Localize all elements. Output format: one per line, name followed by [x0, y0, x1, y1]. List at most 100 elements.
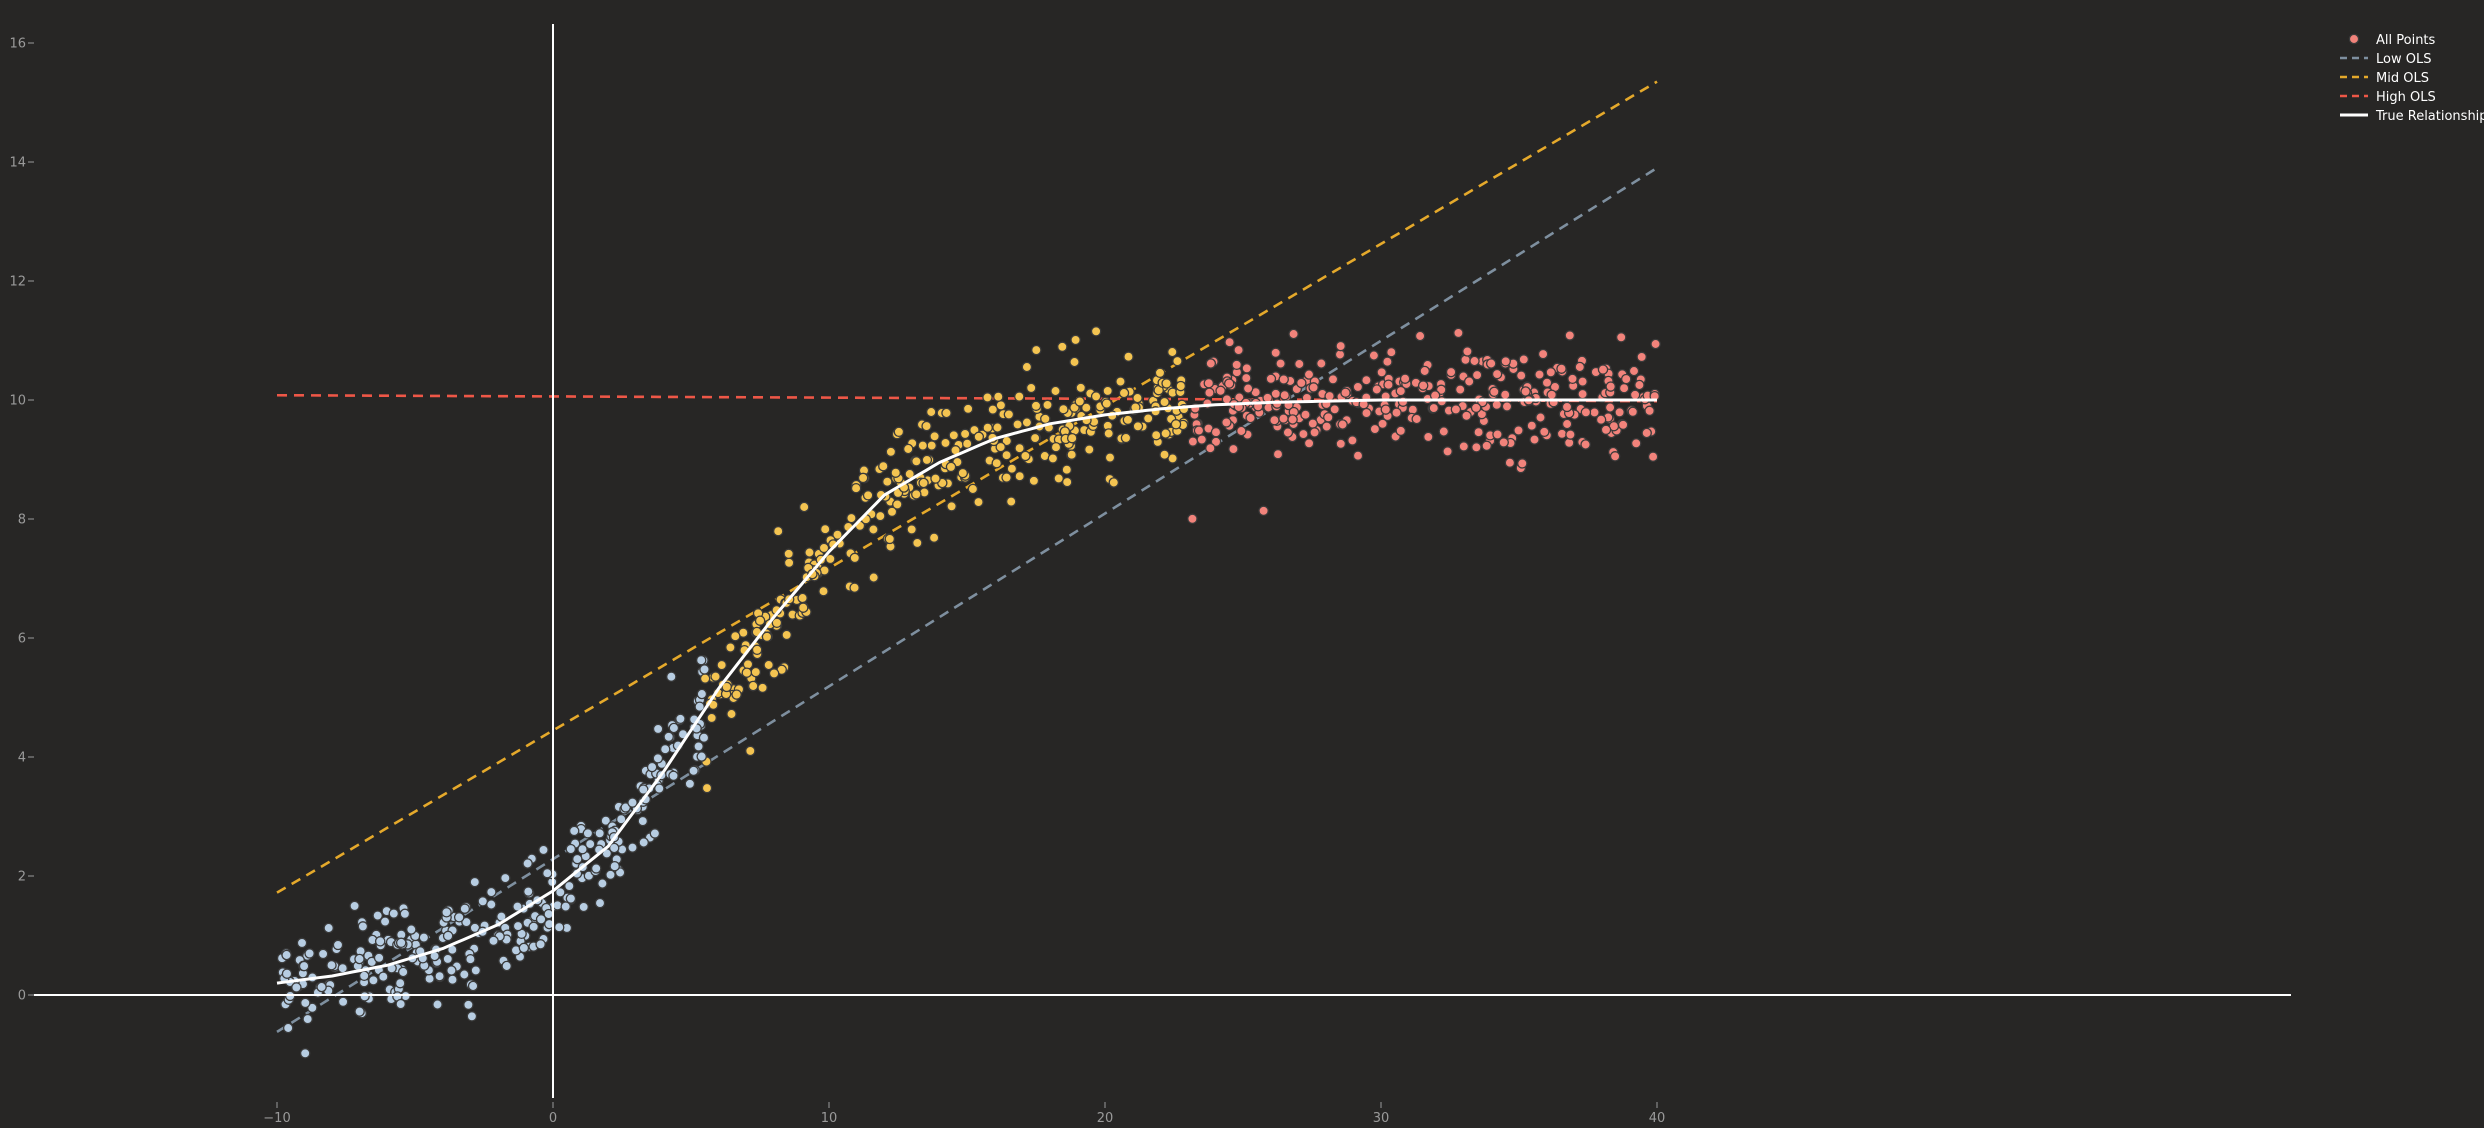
data-point — [1101, 398, 1112, 409]
data-point — [1142, 413, 1154, 424]
data-point — [1595, 414, 1607, 425]
data-point — [1075, 382, 1087, 394]
data-point — [699, 673, 711, 684]
data-point — [698, 732, 710, 743]
data-point — [1102, 385, 1113, 397]
data-point — [1361, 407, 1372, 419]
data-point — [1618, 382, 1630, 394]
data-point — [394, 977, 406, 989]
data-point — [337, 996, 349, 1008]
data-point — [1161, 378, 1172, 389]
data-point — [1279, 389, 1290, 401]
tick-labels: −10 0 10 20 30 40 0 2 4 6 8 10 12 14 16 — [9, 37, 1665, 1127]
data-point — [1090, 326, 1102, 337]
data-point — [1337, 419, 1348, 430]
data-point — [459, 903, 471, 914]
data-point — [1175, 380, 1187, 392]
data-point — [1167, 346, 1178, 358]
data-point — [1614, 407, 1625, 418]
data-point — [1132, 421, 1144, 432]
data-point — [446, 965, 457, 976]
data-point — [316, 981, 327, 993]
data-point — [1159, 449, 1170, 460]
data-point — [1120, 432, 1132, 444]
data-point — [518, 942, 530, 954]
data-point — [1417, 380, 1429, 391]
data-point — [298, 960, 310, 972]
data-point — [1303, 369, 1315, 380]
data-point — [921, 454, 933, 466]
data-point — [1597, 364, 1609, 375]
data-point — [1021, 417, 1033, 428]
data-point — [993, 391, 1004, 402]
data-point — [945, 461, 957, 473]
data-point — [1231, 359, 1242, 371]
data-point — [973, 431, 985, 443]
data-point — [726, 708, 737, 720]
data-point — [553, 921, 565, 933]
data-point — [281, 949, 292, 961]
data-point — [693, 741, 704, 752]
data-point — [535, 939, 546, 950]
data-point — [1187, 436, 1199, 447]
data-point — [1453, 327, 1464, 339]
data-point — [1269, 414, 1280, 426]
data-point — [862, 490, 874, 501]
data-point — [1641, 427, 1652, 439]
data-point — [565, 893, 577, 904]
data-point — [535, 914, 547, 925]
data-point — [1316, 358, 1327, 369]
data-point — [1383, 379, 1394, 390]
data-point — [921, 420, 932, 432]
data-point — [1287, 414, 1298, 425]
data-point — [1419, 365, 1430, 377]
data-point — [512, 920, 524, 932]
data-point — [1371, 384, 1383, 395]
data-point — [615, 813, 627, 825]
data-point — [1275, 358, 1286, 369]
data-point — [730, 630, 741, 642]
data-point — [395, 998, 406, 1010]
data-point — [1187, 513, 1198, 525]
data-point — [1160, 428, 1171, 439]
data-point — [1012, 419, 1023, 430]
data-point — [1223, 378, 1235, 389]
data-point — [1061, 476, 1073, 488]
data-point — [399, 908, 411, 920]
data-point — [654, 783, 665, 794]
data-point — [542, 867, 553, 879]
data-point — [1520, 386, 1531, 397]
data-point — [1132, 392, 1143, 404]
data-point — [1491, 368, 1503, 380]
data-point — [995, 441, 1006, 453]
data-point — [1108, 477, 1120, 488]
data-point — [406, 924, 417, 935]
data-point — [1376, 367, 1387, 378]
data-point — [668, 770, 679, 782]
data-point — [453, 912, 465, 923]
data-point — [890, 467, 901, 478]
data-point — [1335, 438, 1347, 450]
data-point — [609, 860, 620, 872]
data-point — [1471, 442, 1482, 453]
data-point — [463, 999, 474, 1011]
y-tick-label: 8 — [18, 513, 26, 528]
data-point — [857, 472, 869, 484]
data-point — [1634, 379, 1645, 391]
data-point — [663, 731, 674, 743]
data-point — [929, 431, 940, 442]
data-point — [500, 872, 511, 884]
data-point — [1414, 330, 1426, 342]
data-point — [1025, 382, 1037, 394]
data-point — [783, 557, 795, 569]
data-point — [763, 659, 774, 671]
data-point — [1518, 354, 1530, 365]
data-point — [1050, 441, 1062, 453]
data-point — [627, 842, 638, 853]
data-point — [1005, 496, 1017, 507]
legend: All Points Low OLS Mid OLS High OLS True Rel… — [2340, 33, 2484, 124]
data-point — [1081, 402, 1092, 413]
data-point — [885, 446, 897, 458]
legend-label-mid-ols: Mid OLS — [2376, 71, 2429, 86]
data-point — [424, 973, 435, 984]
